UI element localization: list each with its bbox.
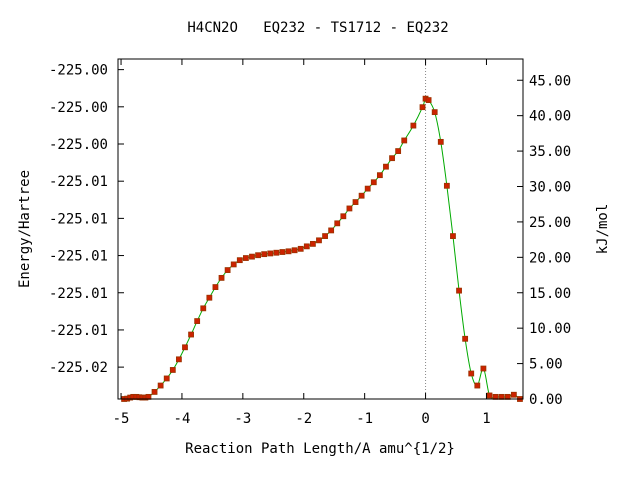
data-point [431, 109, 438, 116]
energy-curve-layer [124, 97, 521, 400]
data-point [267, 250, 274, 257]
left-tick-label: -225.01 [49, 323, 108, 339]
data-point [242, 255, 249, 261]
data-point [395, 148, 402, 154]
x-tick-label: -4 [174, 411, 191, 427]
data-point [450, 233, 456, 239]
right-tick-label: 20.00 [529, 250, 571, 266]
data-point [297, 245, 304, 252]
data-point [410, 122, 417, 129]
data-point [358, 192, 365, 199]
left-tick-label: -225.01 [49, 211, 108, 227]
data-point [480, 365, 487, 372]
data-point [340, 213, 347, 220]
right-tick-label: 5.00 [529, 357, 563, 373]
left-tick-label: -225.00 [49, 137, 108, 153]
data-point [200, 305, 207, 312]
data-point [419, 104, 426, 111]
data-point [157, 382, 164, 389]
x-tick-label: -5 [113, 411, 130, 427]
data-point [309, 240, 316, 247]
data-point [383, 163, 389, 170]
data-point [151, 389, 158, 395]
right-tick-label: 15.00 [529, 286, 571, 302]
data-point [224, 267, 231, 273]
x-tick-label: 0 [421, 411, 429, 427]
data-point [468, 370, 475, 377]
left-tick-label: -225.01 [49, 249, 108, 265]
data-point [486, 392, 493, 399]
data-point [389, 155, 395, 162]
right-tick-label: 45.00 [529, 73, 571, 89]
left-tick-label: -225.00 [49, 100, 108, 116]
data-point [285, 248, 292, 255]
data-point [376, 172, 383, 179]
data-point [474, 382, 481, 389]
left-tick-label: -225.02 [49, 360, 108, 376]
data-point [510, 391, 517, 398]
data-point [255, 252, 261, 259]
data-point [218, 274, 225, 281]
data-point [443, 182, 450, 189]
data-point [346, 205, 353, 212]
data-point [456, 287, 462, 294]
chart-title: H4CN2O EQ232 - TS1712 - EQ232 [187, 20, 448, 36]
data-point [316, 237, 322, 244]
data-point [230, 261, 237, 268]
data-point [303, 243, 310, 250]
left-y-axis: -225.00 -225.00 -225.00 -225.01 -225.01 -225.… [49, 63, 124, 376]
data-point [279, 249, 286, 255]
x-tick-label: 1 [482, 411, 490, 427]
x-axis: -5 -4 -3 -2 -1 0 1 [113, 59, 491, 427]
data-point [352, 199, 359, 205]
data-point [236, 257, 243, 264]
data-point [364, 185, 371, 192]
right-tick-label: 40.00 [529, 109, 571, 125]
right-y-axis: 0.00 5.00 10.00 15.00 20.00 25.00 30.00 35.00 40… [517, 73, 571, 408]
data-point [401, 137, 408, 144]
left-tick-label: -225.00 [49, 63, 108, 79]
right-tick-label: 30.00 [529, 180, 571, 196]
data-point [328, 227, 335, 234]
data-point [175, 356, 182, 363]
data-point [169, 367, 176, 373]
right-tick-label: 0.00 [529, 392, 563, 408]
energy-curve [124, 97, 521, 400]
data-point [261, 251, 268, 258]
x-tick-label: -2 [295, 411, 312, 427]
right-tick-label: 25.00 [529, 215, 571, 231]
data-points-layer [121, 95, 523, 402]
left-tick-label: -225.01 [49, 174, 108, 190]
right-tick-label: 35.00 [529, 144, 571, 160]
right-y-axis-label: kJ/mol [595, 204, 611, 255]
data-point [163, 375, 170, 382]
x-axis-label: Reaction Path Length/A amu^{1/2} [185, 441, 455, 457]
data-point [182, 344, 188, 351]
data-point [212, 284, 219, 290]
left-y-axis-label: Energy/Hartree [17, 170, 33, 288]
data-point [437, 138, 444, 145]
plot-frame [117, 58, 524, 400]
data-point [462, 335, 469, 342]
x-tick-label: -1 [356, 411, 373, 427]
right-tick-label: 10.00 [529, 321, 571, 337]
left-tick-label: -225.01 [49, 286, 108, 302]
data-point [322, 233, 328, 239]
data-point [194, 318, 201, 324]
data-point [273, 249, 280, 256]
data-point [249, 253, 255, 260]
data-point [370, 179, 377, 186]
data-point [291, 247, 298, 254]
data-point [334, 220, 341, 227]
data-point [188, 331, 194, 338]
data-point [206, 294, 213, 301]
x-tick-label: -3 [234, 411, 251, 427]
data-point [425, 97, 432, 103]
